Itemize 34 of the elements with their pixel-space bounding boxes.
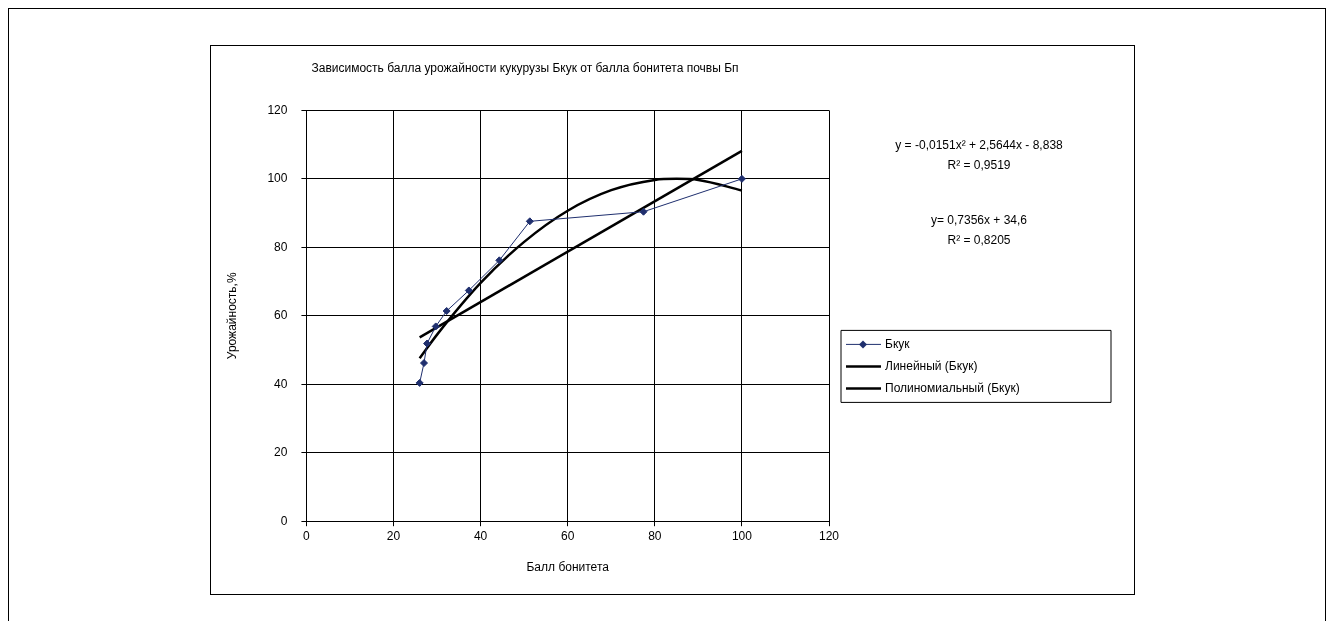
x-tick-label: 100 <box>731 528 753 543</box>
x-tick-label: 60 <box>561 528 575 543</box>
y-tick-label: 120 <box>267 102 288 117</box>
y-tick-label: 60 <box>274 308 288 323</box>
point <box>639 207 648 216</box>
x-tick-label: 80 <box>648 528 662 543</box>
point <box>420 359 428 368</box>
text: y= 0,7356x + 34,6 <box>930 212 1028 227</box>
text: R² = 0,8205 <box>947 232 1011 247</box>
text: y = -0,0151x² + 2,5644x - 8,838 <box>895 137 1064 152</box>
x-tick-label: 0 <box>303 528 311 543</box>
point <box>442 307 451 316</box>
y-axis-title: Урожайность,% <box>224 272 239 360</box>
legend-label: Линейный (Бкук) <box>885 358 978 373</box>
legend-label: Полиномиальный (Бкук) <box>885 380 1020 395</box>
y-tick-label: 20 <box>274 445 288 460</box>
point <box>423 339 432 348</box>
y-tick-label: 100 <box>267 171 288 186</box>
x-axis-title: Балл бонитета <box>526 560 610 575</box>
text: R² = 0,9519 <box>947 157 1011 172</box>
point <box>415 378 424 387</box>
y-tick-label: 80 <box>274 239 288 254</box>
point <box>431 322 440 331</box>
x-tick-label: 40 <box>473 528 488 543</box>
chart-title: Зависимость балла урожайности кукурузы Бкук от балла бонитета почвы Бп <box>311 60 739 75</box>
y-tick-label: 0 <box>280 513 288 528</box>
point <box>464 286 473 295</box>
legend-label: Бкук <box>885 336 911 351</box>
x-tick-label: 20 <box>386 528 401 543</box>
x-tick-label: 120 <box>818 528 840 543</box>
point <box>525 217 534 226</box>
point <box>495 256 504 265</box>
point <box>737 174 746 183</box>
y-tick-label: 40 <box>274 376 288 391</box>
